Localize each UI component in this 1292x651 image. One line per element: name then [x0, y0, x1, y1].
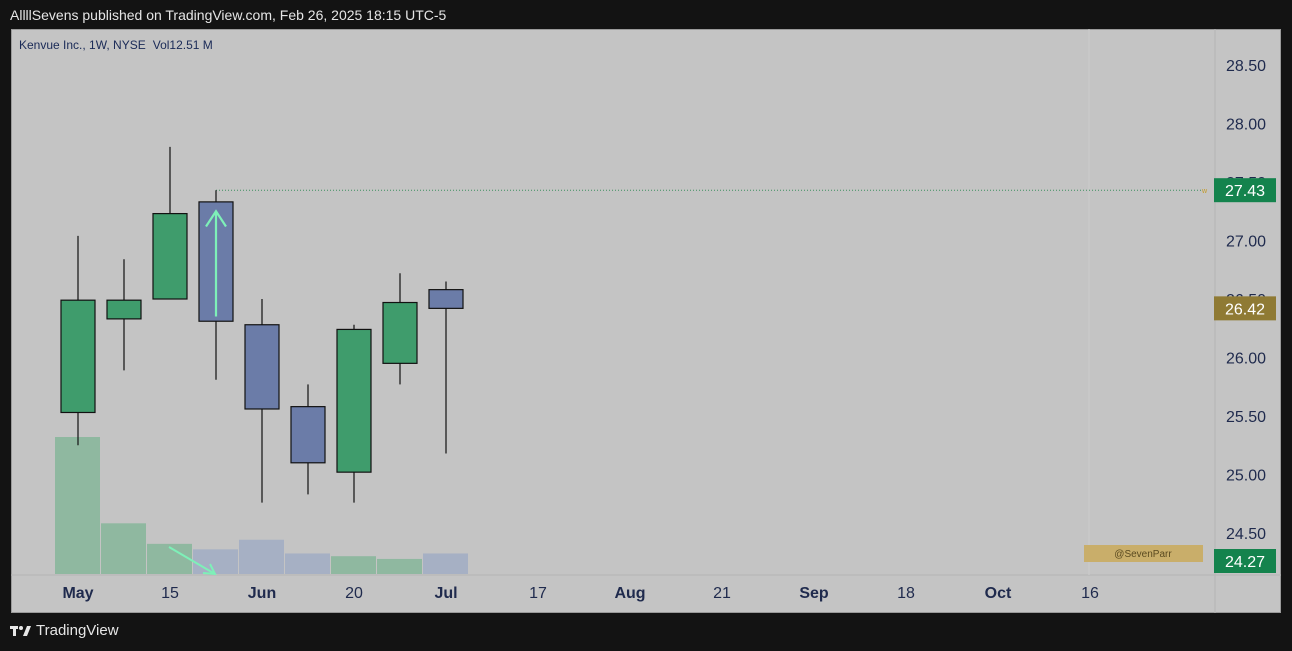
candle-body[interactable]	[382, 301, 418, 364]
y-tick-label: 24.50	[1226, 526, 1266, 543]
chart-legend: Kenvue Inc., 1W, NYSE Vol12.51 M	[19, 38, 213, 52]
volume-bar	[193, 549, 238, 574]
price-label-high: 27.43	[1225, 183, 1265, 200]
candle-body[interactable]	[244, 324, 280, 410]
x-tick-label: 15	[161, 585, 179, 602]
arrow-down-annotation[interactable]	[168, 546, 216, 575]
tradingview-brand[interactable]: TradingView	[10, 622, 119, 639]
y-tick-label: 28.00	[1226, 117, 1266, 134]
y-tick-label: 27.00	[1226, 234, 1266, 251]
x-tick-label: 18	[897, 585, 915, 602]
price-label-bg	[1214, 296, 1276, 321]
x-tick-label: 17	[529, 585, 547, 602]
candle-body[interactable]	[152, 212, 188, 300]
watermark-bg	[1084, 545, 1203, 562]
candle-body[interactable]	[60, 299, 96, 414]
x-tick-label: 16	[1081, 585, 1099, 602]
candle-body[interactable]	[428, 289, 464, 309]
volume-bar	[55, 437, 100, 574]
x-tick-label: Jul	[434, 585, 457, 602]
volume-bar	[101, 523, 146, 574]
volume-bar	[377, 558, 422, 574]
y-tick-label: 28.50	[1226, 58, 1266, 75]
footer-brand-label: TradingView	[36, 622, 119, 639]
price-chart[interactable]: Kenvue Inc., 1W, NYSE Vol12.51 M 28.50 28.0…	[11, 29, 1281, 613]
x-tick-label: May	[62, 585, 93, 602]
candle-body[interactable]	[106, 299, 142, 320]
volume-bar	[423, 553, 468, 574]
price-label-bg	[1214, 178, 1276, 203]
y-tick-label: 26.00	[1226, 351, 1266, 368]
price-label-low: 24.27	[1225, 554, 1265, 571]
price-level-marker: w	[1201, 188, 1208, 195]
price-label-bg	[1214, 549, 1276, 573]
publisher-header: AllllSevens published on TradingView.com…	[10, 7, 447, 23]
x-tick-label: Sep	[799, 585, 829, 602]
volume-bar	[285, 553, 330, 574]
volume-bar	[239, 539, 284, 574]
x-tick-label: Aug	[614, 585, 645, 602]
watermark-text: @SevenParr	[1114, 549, 1172, 560]
y-tick-label: 25.00	[1226, 468, 1266, 485]
volume-bar	[331, 556, 376, 574]
x-tick-label: 21	[713, 585, 731, 602]
volume-value: 12.51 M	[169, 38, 212, 52]
candle-body[interactable]	[336, 328, 372, 473]
tradingview-logo-icon	[10, 625, 31, 636]
volume-label: Vol	[153, 38, 170, 52]
volume-bar	[147, 543, 192, 574]
chart-title: Kenvue Inc., 1W, NYSE	[19, 38, 146, 52]
x-tick-label: 20	[345, 585, 363, 602]
candle-body[interactable]	[290, 406, 326, 464]
y-tick-label: 25.50	[1226, 409, 1266, 426]
arrow-up-head	[205, 209, 227, 228]
x-tick-label: Jun	[248, 585, 276, 602]
price-label-last: 26.42	[1225, 301, 1265, 318]
x-tick-label: Oct	[985, 585, 1012, 602]
arrow-down-head	[202, 563, 217, 576]
